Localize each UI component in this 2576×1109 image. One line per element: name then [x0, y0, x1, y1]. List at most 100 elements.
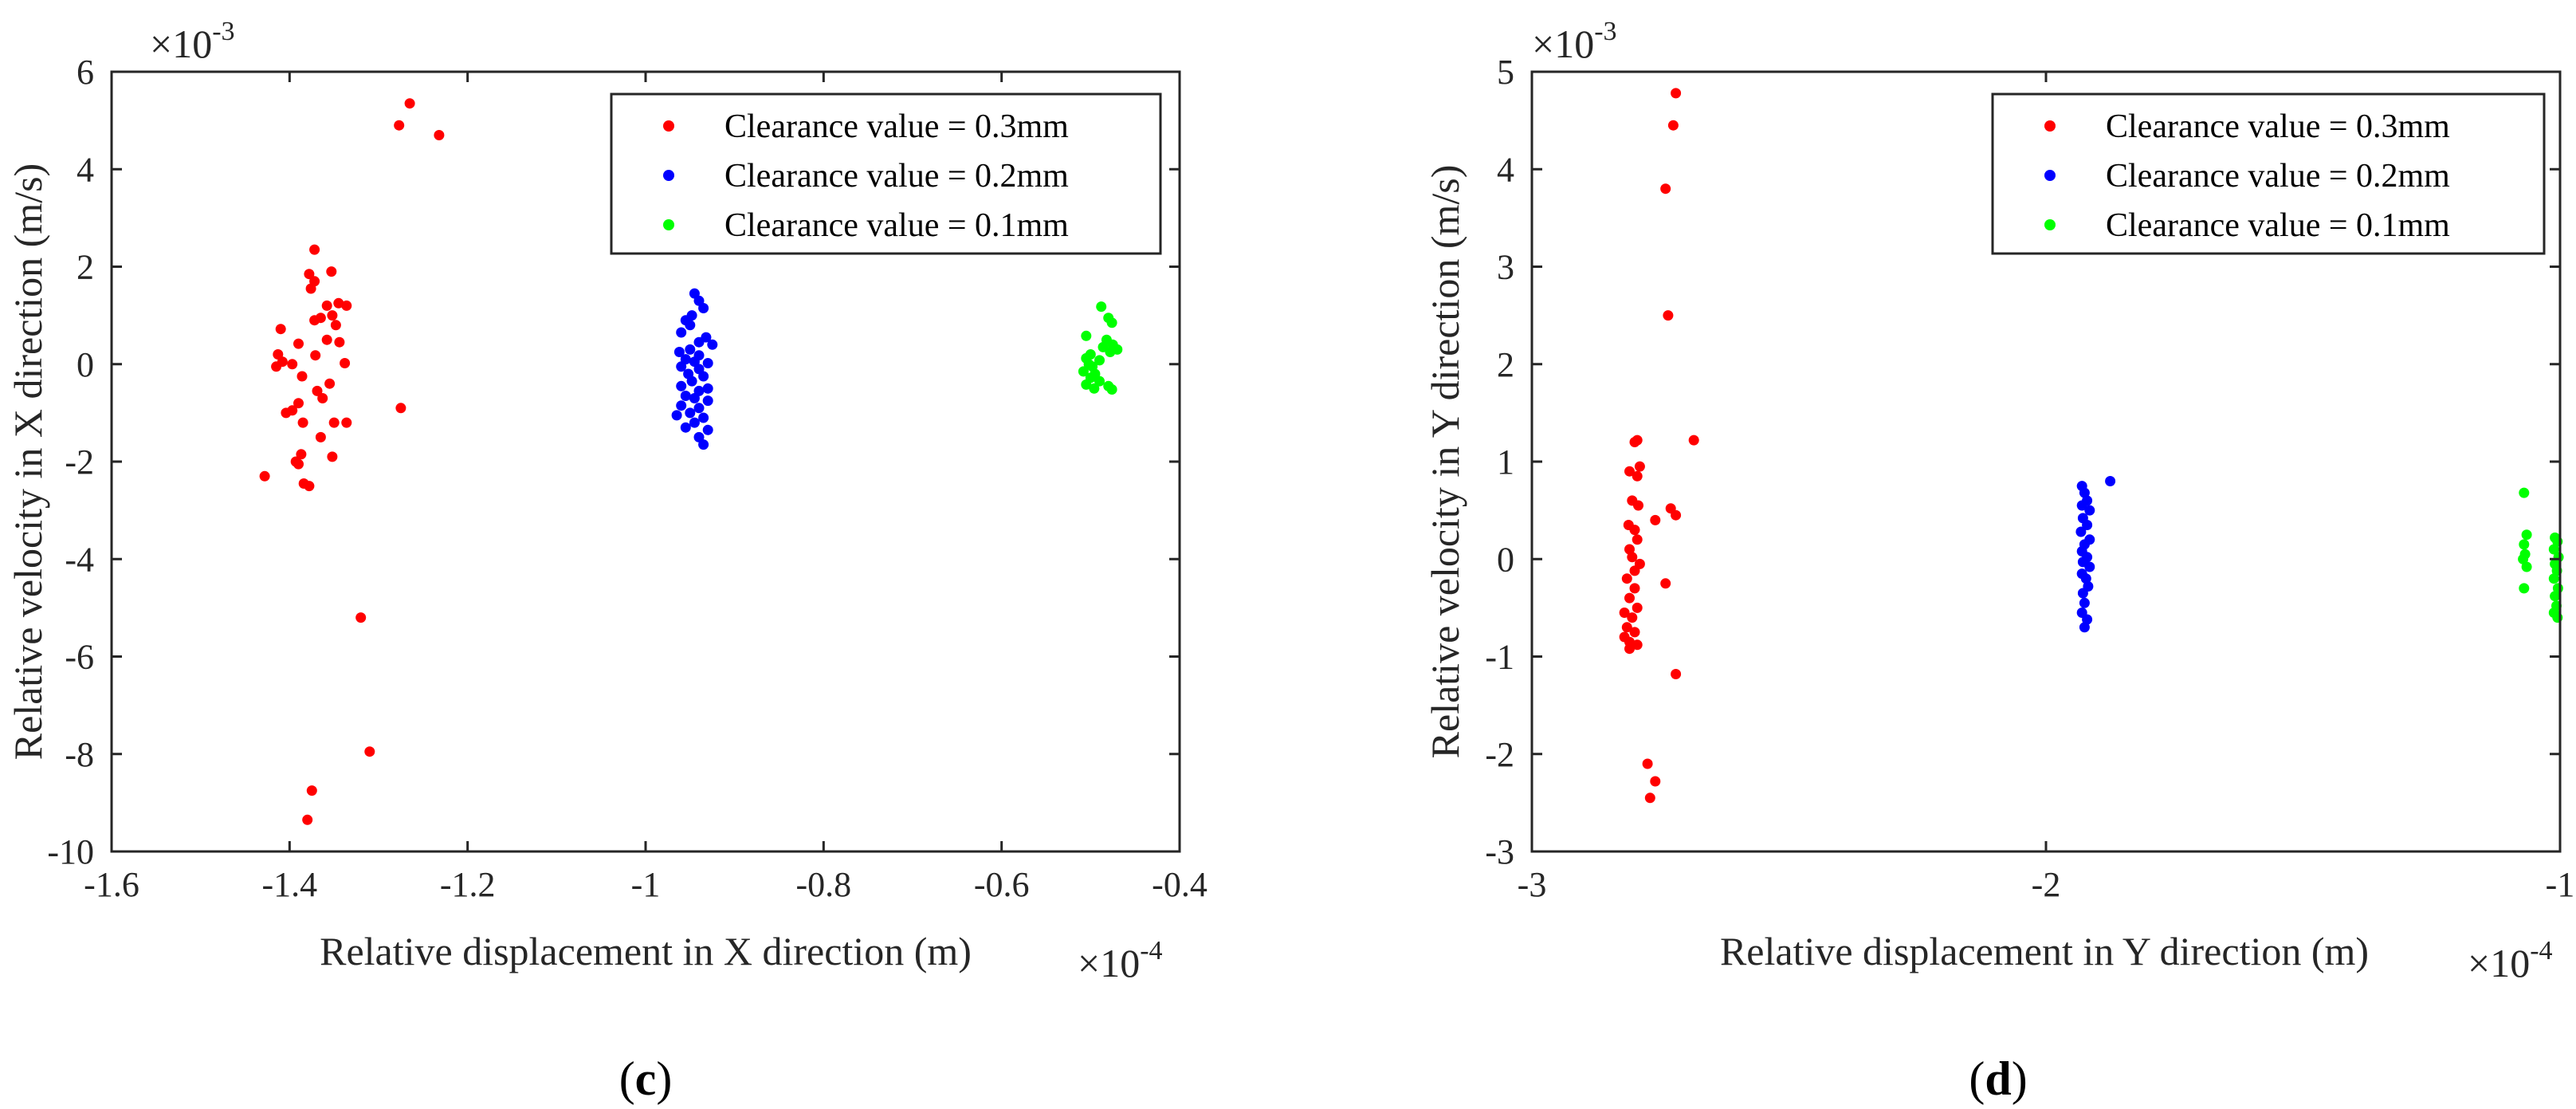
panel-c-series-0-point: [333, 297, 344, 309]
panel-d-series-2-point: [2521, 529, 2532, 541]
panel-c-points: [259, 98, 1123, 825]
panel-c-series-0-point: [340, 358, 351, 368]
panel-d-series-1-point: [2082, 614, 2093, 625]
panel-c-legend-marker-1: [663, 170, 674, 181]
panel-d-series-0-point: [1624, 592, 1635, 604]
panel-c-series-1-point: [693, 403, 705, 414]
panel-c-series-0-point: [304, 269, 315, 280]
panel-d-series-1-point: [2079, 487, 2090, 498]
panel-d-series-1-point: [2075, 526, 2087, 537]
panel-c-legend: Clearance value = 0.3mm Clearance value =…: [610, 92, 1162, 255]
panel-d-series-0-point: [1671, 669, 1682, 679]
panel-c-legend-label-1: Clearance value = 0.2mm: [724, 158, 1069, 195]
panel-d-series-0-point: [1621, 622, 1632, 633]
panel-d-y-tick-label: -1: [1485, 638, 1514, 677]
panel-c-series-0-point: [305, 283, 316, 294]
panel-d-caption: (d): [1969, 1052, 2027, 1105]
panel-c-x-tick-label: -0.4: [1152, 865, 1208, 904]
panel-c-series-0-point: [341, 300, 352, 311]
panel-d-legend-label-0: Clearance value = 0.3mm: [2106, 108, 2450, 145]
panel-c-series-1-point: [680, 422, 691, 433]
panel-d-series-0-point: [1624, 544, 1635, 555]
panel-c-y-tick-label: -2: [65, 442, 94, 482]
panel-c-y-tick-label: 2: [77, 248, 94, 287]
panel-c-series-1-point: [702, 358, 713, 368]
panel-d-series-0-point: [1629, 627, 1640, 638]
panel-c-series-0-point: [328, 417, 340, 428]
panel-c-x-tick-label: -0.6: [974, 865, 1030, 904]
panel-c-series-2-point: [1094, 376, 1105, 387]
panel-d-series-0-point: [1634, 461, 1645, 472]
panel-d-series-1-point: [2076, 500, 2087, 511]
panel-d-x-tick-label: -2: [2032, 865, 2061, 904]
panel-d-series-2-point: [2519, 583, 2530, 594]
panel-d-y-tick-label: -2: [1485, 735, 1514, 774]
panel-c-x-tick-label: -1.6: [84, 865, 139, 904]
panel-d-series-0-point: [1663, 310, 1674, 321]
panel-c-series-1-point: [702, 383, 713, 394]
panel-c-series-0-point: [259, 470, 270, 482]
panel-d-series-1-point: [2079, 597, 2090, 608]
panel-d-ticks: -3 -2 -1 -3 -2 -1 0 1 2 3 4 5: [1485, 53, 2574, 904]
panel-c-x-tick-label: -1: [631, 865, 661, 904]
panel-c-series-0-point: [395, 403, 406, 414]
panel-d-x-tick-label: -3: [1518, 865, 1547, 904]
panel-d-series-1-point: [2082, 520, 2093, 530]
panel-c-ticks: -1.6 -1.4 -1.2 -1 -0.8 -0.6 -0.4 -10 -8 -6 -4 -2 0 2 4…: [47, 53, 1207, 904]
panel-c-series-0-point: [304, 481, 315, 492]
panel-d-series-1-point: [2079, 622, 2090, 633]
panel-c-series-0-point: [324, 378, 336, 389]
panel-c-series-2-point: [1096, 301, 1107, 313]
panel-d-series-0-point: [1621, 573, 1632, 584]
panel-c-series-2-point: [1106, 317, 1117, 328]
panel-c-series-0-point: [306, 785, 317, 796]
panel-c-y-axis-title: Relative velocity in X direction (m/s): [6, 163, 50, 760]
panel-d-y-tick-label: 0: [1497, 540, 1514, 579]
panel-c-series-1-point: [685, 407, 696, 419]
panel-c-series-2-point: [1105, 347, 1116, 357]
panel-c-series-0-point: [341, 417, 352, 428]
panel-d-series-0-point: [1650, 514, 1661, 525]
panel-d-series-0-point: [1627, 612, 1638, 623]
panel-d-x-axis-title: Relative displacement in Y direction (m): [1720, 929, 2369, 973]
panel-c-caption: (c): [619, 1052, 673, 1105]
panel-c-series-0-point: [302, 814, 313, 825]
panel-d-legend-marker-1: [2044, 170, 2056, 181]
panel-c-legend-label-2: Clearance value = 0.1mm: [724, 207, 1069, 244]
panel-c-series-1-point: [676, 327, 687, 338]
panel-c-x-tick-label: -0.8: [796, 865, 852, 904]
panel-d-series-0-point: [1660, 578, 1671, 589]
panel-c-series-0-point: [293, 338, 304, 349]
panel-c-series-0-point: [334, 336, 345, 348]
panel-c-series-0-point: [296, 449, 307, 460]
panel-d-series-0-point: [1619, 608, 1630, 618]
panel-c-series-2-point: [1081, 330, 1092, 341]
panel-c-series-0-point: [293, 398, 304, 409]
panel-c-series-2-point: [1106, 384, 1117, 395]
panel-c-series-0-point: [434, 130, 445, 140]
panel-d-series-0-point: [1642, 758, 1653, 769]
panel-d-series-2-point: [2518, 553, 2529, 564]
panel-d-series-1-point: [2077, 588, 2088, 599]
panel-d-legend-marker-0: [2044, 120, 2056, 132]
panel-c-series-0-point: [327, 451, 338, 462]
panel-c-series-1-point: [685, 344, 696, 355]
panel-d-series-0-point: [1624, 643, 1635, 655]
panel-d-series-1-point: [2084, 561, 2095, 572]
panel-c-series-1-point: [685, 320, 696, 331]
panel-c-series-0-point: [281, 407, 292, 419]
panel-c-x-exponent: ×10-4: [1078, 936, 1163, 985]
panel-d-series-1-point: [2105, 476, 2116, 486]
panel-d-y-tick-label: 3: [1497, 248, 1514, 287]
panel-d-series-2-point: [2519, 487, 2530, 498]
panel-c-series-0-point: [297, 417, 308, 428]
panel-d-series-2-point: [2550, 591, 2561, 602]
panel-d-series-2-point: [2548, 573, 2559, 584]
panel-c-series-1-point: [676, 400, 687, 411]
panel-d-series-0-point: [1650, 776, 1661, 787]
panel-d-legend-label-2: Clearance value = 0.1mm: [2106, 207, 2450, 244]
panel-c-y-tick-label: -4: [65, 540, 94, 579]
panel-d-series-0-point: [1632, 602, 1643, 613]
panel-c-series-0-point: [404, 98, 415, 109]
panel-c-series-0-point: [293, 458, 304, 470]
